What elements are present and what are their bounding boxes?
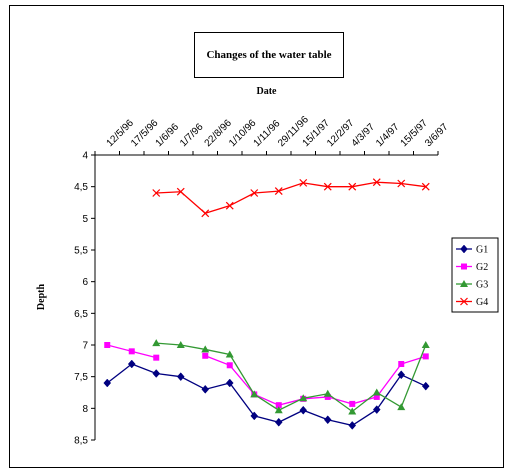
legend-label-g1: G1 — [476, 245, 488, 256]
x-axis-title: Date — [257, 86, 278, 97]
series-layer — [103, 178, 430, 430]
legend-marker-g2 — [461, 263, 467, 270]
y-tick-label: 7,5 — [74, 372, 88, 383]
data-point-g4 — [348, 182, 357, 191]
legend-marker-g4 — [460, 297, 468, 306]
chart-title: Changes of the water table — [206, 49, 332, 61]
data-point-g1 — [250, 411, 259, 421]
data-point-g2 — [349, 400, 356, 407]
data-point-g4 — [397, 179, 406, 188]
series-line-g3 — [156, 342, 427, 413]
data-point-g4 — [372, 178, 381, 187]
data-point-g3 — [225, 350, 234, 358]
data-point-g1 — [348, 421, 357, 430]
data-point-g3 — [274, 406, 283, 414]
data-point-g3 — [176, 341, 185, 348]
data-point-g4 — [299, 178, 308, 187]
data-point-g4 — [201, 209, 210, 218]
y-axis-title: Depth — [36, 284, 47, 311]
series-line-g1 — [106, 363, 427, 427]
data-point-g1 — [201, 384, 210, 394]
chart-title-box: Changes of the water table — [194, 32, 344, 78]
data-point-g1 — [103, 378, 112, 388]
data-point-g4 — [225, 201, 234, 210]
data-point-g3 — [323, 389, 332, 397]
y-tick-label: 5,5 — [74, 246, 88, 257]
data-point-g2 — [128, 348, 135, 355]
data-point-g4 — [274, 187, 283, 196]
data-point-g3 — [348, 407, 357, 415]
legend-box — [451, 237, 499, 313]
data-point-g4 — [250, 189, 259, 197]
chart-frame — [9, 5, 504, 468]
data-point-g3 — [152, 339, 161, 347]
legend-label-g4: G4 — [476, 297, 488, 308]
y-tick-label: 5 — [82, 214, 88, 225]
y-tick-label: 6 — [82, 277, 88, 288]
data-point-g3 — [397, 403, 406, 411]
y-tick-label: 4,5 — [74, 182, 88, 193]
data-point-g2 — [153, 354, 160, 361]
data-point-g1 — [299, 405, 308, 415]
legend-marker-g3 — [460, 280, 468, 287]
data-point-g1 — [274, 417, 283, 427]
data-point-g2 — [275, 402, 282, 409]
data-point-g3 — [421, 341, 430, 348]
data-point-g4 — [421, 182, 430, 191]
y-tick-label: 4 — [82, 151, 88, 162]
y-tick-label: 7 — [82, 341, 88, 352]
data-point-g3 — [372, 388, 381, 396]
data-point-g3 — [201, 345, 210, 353]
legend-marker-g1 — [460, 244, 468, 254]
data-point-g2 — [324, 393, 331, 400]
legend: G1 G2 G3 G4 — [451, 237, 499, 313]
y-tick-label: 8,5 — [74, 436, 88, 447]
y-tick-label: 8 — [82, 404, 88, 415]
data-point-g3 — [299, 394, 308, 402]
data-point-g1 — [372, 405, 381, 414]
x-tick-label: 1/7/96 — [178, 121, 206, 149]
data-point-g3 — [250, 390, 259, 398]
data-point-g1 — [397, 370, 406, 380]
data-point-g2 — [398, 361, 405, 367]
data-point-g2 — [226, 362, 233, 369]
data-point-g1 — [421, 381, 430, 391]
data-point-g4 — [152, 189, 161, 197]
data-point-g2 — [202, 352, 209, 359]
y-tick-label: 6,5 — [74, 309, 88, 320]
data-point-g1 — [323, 415, 332, 425]
data-point-g1 — [225, 378, 234, 388]
data-point-g4 — [323, 182, 332, 191]
data-point-g2 — [373, 393, 380, 400]
x-tick-label: 1/4/97 — [374, 121, 402, 149]
data-point-g1 — [152, 369, 161, 378]
data-point-g1 — [127, 359, 136, 369]
legend-label-g3: G3 — [476, 280, 488, 291]
data-point-g2 — [422, 353, 429, 360]
data-point-g1 — [176, 372, 185, 382]
series-line-g4 — [156, 181, 426, 214]
data-point-g2 — [104, 342, 111, 348]
legend-label-g2: G2 — [476, 262, 488, 273]
data-point-g4 — [176, 187, 185, 196]
